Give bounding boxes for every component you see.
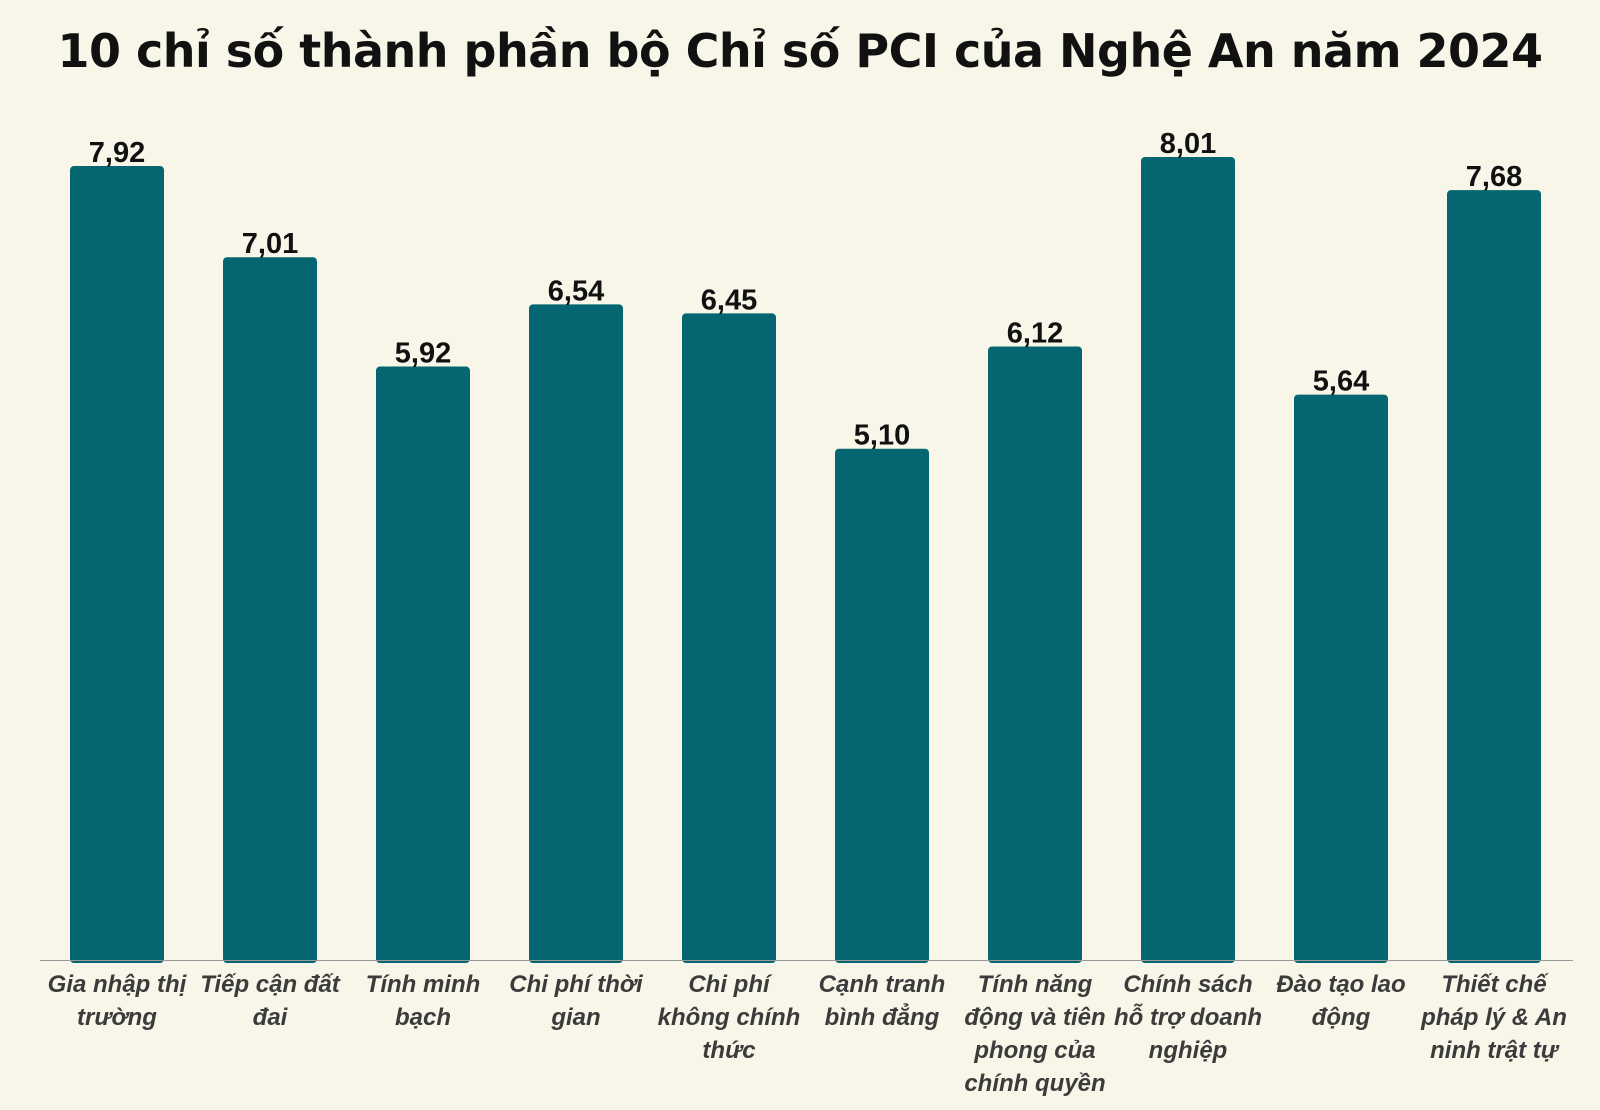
category-label-5: thức: [702, 1037, 755, 1064]
category-label-7: Tính năng: [978, 971, 1093, 998]
category-label-4: Chi phí thời: [509, 971, 644, 998]
bar-1: [70, 166, 164, 964]
bar-5: [682, 313, 776, 963]
value-label-9: 5,64: [1313, 366, 1369, 398]
category-label-1: trường: [77, 1004, 157, 1031]
category-label-4: gian: [550, 1004, 600, 1031]
category-label-3: bạch: [395, 1004, 451, 1031]
category-label-7: chính quyền: [964, 1070, 1105, 1097]
category-label-9: Đào tạo lao: [1276, 971, 1405, 998]
category-label-7: phong của: [973, 1037, 1095, 1064]
category-label-9: động: [1312, 1004, 1371, 1031]
bar-7: [988, 346, 1082, 963]
category-label-5: không chính: [658, 1004, 801, 1031]
category-label-5: Chi phí: [688, 971, 773, 998]
category-label-8: hỗ trợ doanh: [1114, 1003, 1262, 1031]
category-label-10: pháp lý & An: [1420, 1004, 1567, 1031]
bar-3: [376, 366, 470, 963]
category-label-10: ninh trật tự: [1430, 1037, 1560, 1064]
bar-4: [529, 304, 623, 963]
category-label-3: Tính minh: [366, 971, 481, 998]
bar-8: [1141, 157, 1235, 963]
category-label-1: Gia nhập thị: [48, 971, 188, 998]
bar-10: [1447, 190, 1541, 963]
category-label-8: nghiệp: [1149, 1037, 1228, 1064]
bar-2: [223, 257, 317, 963]
category-label-2: đai: [253, 1004, 289, 1031]
bar-6: [835, 448, 929, 964]
value-label-4: 6,54: [548, 275, 604, 307]
value-label-5: 6,45: [701, 284, 757, 316]
category-label-2: Tiếp cận đất: [200, 971, 341, 998]
category-label-6: Cạnh tranh: [819, 971, 946, 998]
category-label-10: Thiết chế: [1441, 971, 1549, 998]
value-label-10: 7,68: [1466, 161, 1522, 193]
value-label-8: 8,01: [1160, 128, 1216, 160]
bar-9: [1294, 394, 1388, 963]
value-label-6: 5,10: [854, 420, 910, 452]
category-label-8: Chính sách: [1123, 971, 1252, 998]
value-label-7: 6,12: [1007, 317, 1063, 349]
value-label-2: 7,01: [242, 228, 298, 260]
value-label-1: 7,92: [89, 137, 145, 169]
chart-title: 10 chỉ số thành phần bộ Chỉ số PCI của N…: [57, 24, 1543, 78]
value-label-3: 5,92: [395, 338, 451, 370]
category-label-6: bình đẳng: [825, 1003, 940, 1031]
category-label-7: động và tiên: [964, 1004, 1105, 1031]
